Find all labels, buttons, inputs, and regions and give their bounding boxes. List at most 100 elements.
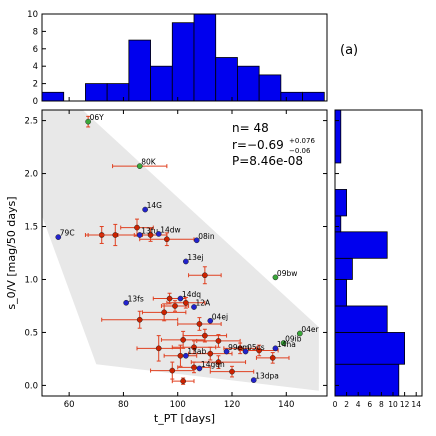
point-marker (183, 258, 189, 265)
y-tick-label: 2.5 (24, 117, 38, 127)
data-point-13fs: 13fs (123, 294, 144, 306)
point-label: 09ib (285, 335, 302, 344)
point-label: 08in (198, 232, 215, 241)
point-marker (215, 359, 222, 365)
data-point-08in: 08in (193, 232, 215, 244)
point-marker (169, 367, 176, 374)
point-marker (269, 355, 276, 361)
y-tick-label: 8 (33, 27, 38, 37)
stat-n: n= 48 (232, 121, 269, 135)
point-marker (272, 345, 279, 352)
point-marker (161, 309, 167, 316)
x-tick-label: 4 (356, 400, 361, 409)
data-point-14dw: 14dw (155, 225, 181, 237)
confidence-band (42, 110, 319, 391)
point-label: 14G (147, 201, 163, 210)
point-label: 04ej (212, 312, 228, 321)
data-point-14dq: 14dq (177, 290, 201, 302)
point-marker (123, 299, 129, 306)
histogram-bar (334, 215, 342, 233)
histogram-bar (334, 363, 400, 397)
data-point (160, 330, 206, 349)
histogram-bar (85, 83, 108, 102)
data-point (139, 232, 195, 247)
point-marker (297, 330, 303, 337)
point-label: 09bw (277, 269, 297, 278)
data-point-04ej: 04ej (207, 312, 228, 324)
histogram-bar (215, 57, 238, 102)
data-point-09ib: 09ib (280, 335, 302, 346)
point-marker (172, 303, 178, 309)
histogram-bar (41, 91, 65, 102)
x-tick-label: 6 (367, 400, 372, 409)
y-tick-label: 10 (27, 10, 38, 20)
data-point (163, 344, 198, 367)
point-label: 14dw (160, 225, 180, 234)
x-tick-label: 0 (333, 400, 338, 409)
point-marker (164, 236, 170, 243)
data-point-99em: 99em (223, 343, 250, 355)
point-marker (155, 345, 162, 352)
point-marker (142, 206, 148, 213)
right-frame (334, 109, 423, 397)
y-tick-label: 4 (33, 62, 38, 72)
data-point-05cs: 05cs (242, 343, 265, 355)
x-tick-label: 140 (278, 400, 294, 410)
data-point-06Y: 06Y (85, 113, 105, 128)
top-histogram: 0 2 4 6 8 10 (27, 10, 328, 107)
histogram-bar (128, 39, 151, 102)
point-marker (85, 118, 91, 125)
point-marker (136, 163, 143, 169)
point-label: 04er (301, 325, 319, 334)
data-point (101, 310, 179, 329)
y-tick-label: 2.0 (24, 170, 38, 180)
data-point-13fu: 13fu (136, 226, 158, 238)
stat-r-sub: −0.06 (289, 147, 311, 155)
point-marker (191, 304, 197, 310)
point-label: 12A (196, 299, 212, 308)
histogram-bar (237, 65, 260, 102)
data-point-13ab: 13ab (183, 347, 206, 359)
point-marker (207, 317, 214, 324)
point-marker (147, 232, 154, 238)
data-point-14ha: 14ha (272, 340, 296, 352)
x-tick-label: 14 (411, 400, 421, 409)
histogram-bar (171, 22, 195, 102)
point-marker (166, 295, 173, 302)
point-marker (229, 368, 235, 375)
data-point (255, 352, 290, 364)
histogram-bar (334, 231, 388, 259)
histogram-bar (106, 83, 130, 102)
point-marker (191, 344, 197, 351)
point-marker (242, 348, 249, 355)
right-histogram: 0 2 4 6 8 10 12 14 (333, 109, 423, 409)
y-tick-label: 1.5 (24, 223, 38, 233)
x-tick-label: 2 (344, 400, 349, 409)
point-marker (55, 234, 62, 240)
point-label: 13ej (187, 253, 203, 262)
point-label: 99em (228, 343, 249, 352)
point-marker (183, 299, 189, 306)
data-point (196, 334, 241, 348)
point-label: 06Y (90, 113, 105, 122)
point-marker (202, 272, 208, 279)
point-marker (136, 232, 143, 238)
data-point-04er: 04er (297, 325, 320, 337)
data-point-12A: 12A (191, 299, 211, 310)
x-tick-label: 60 (64, 400, 75, 410)
stat-r-sup: +0.076 (289, 137, 315, 145)
histogram-bar (334, 257, 353, 280)
data-point-79C: 79C (55, 229, 75, 240)
data-point-80K: 80K (112, 158, 168, 169)
data-point-13dpa: 13dpa (250, 372, 279, 383)
point-label: 80K (141, 158, 157, 167)
data-point-14G: 14G (142, 201, 163, 213)
x-tick-label: 120 (224, 400, 240, 410)
y-tick-label: 2 (33, 80, 38, 90)
point-marker (177, 295, 184, 302)
x-tick-label: 100 (170, 400, 186, 410)
top-frame (41, 13, 328, 102)
histogram-bar (334, 109, 342, 164)
panel-label: (a) (340, 43, 358, 58)
